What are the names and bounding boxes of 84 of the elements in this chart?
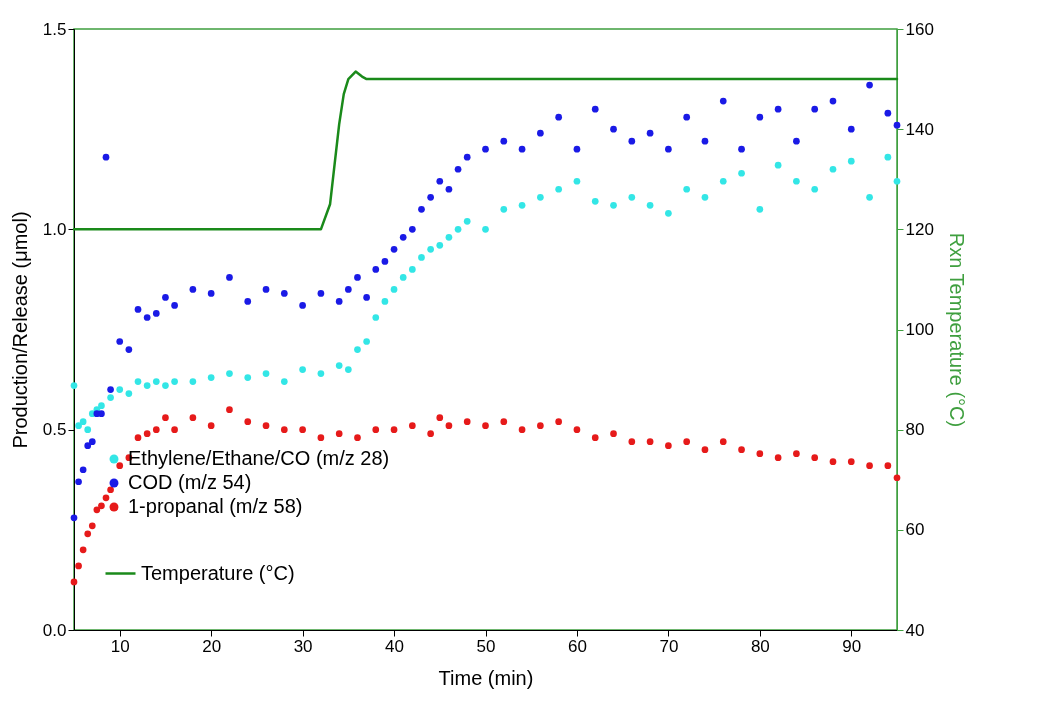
point bbox=[518, 426, 526, 434]
y-axis-title: Production/Release (μmol) bbox=[8, 211, 31, 449]
legend-label: Temperature (°C) bbox=[141, 561, 295, 584]
point bbox=[793, 450, 800, 458]
y-tick-label: 0.0 bbox=[42, 620, 67, 640]
point bbox=[573, 426, 581, 434]
point bbox=[162, 414, 169, 421]
point bbox=[372, 426, 380, 434]
point bbox=[88, 522, 96, 530]
x-tick-label: 70 bbox=[659, 636, 679, 656]
point bbox=[84, 530, 92, 538]
point bbox=[226, 406, 233, 413]
line-series bbox=[72, 70, 899, 231]
y2-axis-title: Rxn Temperature (°C) bbox=[945, 232, 968, 428]
point bbox=[610, 430, 617, 438]
y-tick-label: 0.5 bbox=[42, 420, 67, 440]
point bbox=[75, 562, 82, 570]
point bbox=[93, 506, 101, 514]
point bbox=[591, 434, 599, 442]
point bbox=[70, 578, 78, 586]
point bbox=[646, 438, 654, 446]
x-tick-label: 50 bbox=[476, 636, 496, 656]
point bbox=[445, 422, 453, 430]
point bbox=[280, 426, 288, 434]
legend-label: Ethylene/Ethane/CO (m/z 28) bbox=[128, 447, 390, 469]
point bbox=[354, 434, 361, 442]
y2-tick-label: 120 bbox=[905, 219, 934, 239]
y2-tick-label: 140 bbox=[905, 119, 934, 139]
legend-label: 1-propanal (m/z 58) bbox=[128, 495, 303, 517]
point bbox=[628, 438, 636, 446]
point bbox=[774, 454, 782, 462]
point bbox=[143, 430, 151, 438]
legend-label: COD (m/z 54) bbox=[128, 471, 252, 493]
y2-tick-label: 60 bbox=[905, 520, 925, 540]
point bbox=[866, 462, 873, 470]
point bbox=[683, 438, 691, 446]
point bbox=[482, 422, 489, 430]
point bbox=[701, 446, 709, 454]
point bbox=[134, 434, 142, 442]
point bbox=[829, 458, 837, 466]
point bbox=[893, 474, 901, 482]
x-tick-label: 30 bbox=[293, 636, 313, 656]
point bbox=[555, 418, 563, 425]
point bbox=[152, 426, 160, 434]
y-tick-label: 1.5 bbox=[42, 19, 67, 39]
point bbox=[811, 454, 819, 462]
point bbox=[884, 462, 892, 470]
point bbox=[537, 422, 544, 430]
point bbox=[107, 486, 114, 494]
point bbox=[171, 426, 178, 434]
point bbox=[244, 418, 252, 425]
point bbox=[847, 458, 855, 466]
x-tick-label: 20 bbox=[202, 636, 222, 656]
y2-tick-label: 100 bbox=[905, 320, 934, 339]
x-tick-label: 90 bbox=[842, 636, 862, 656]
point bbox=[189, 414, 197, 421]
point bbox=[116, 462, 124, 470]
x-tick-label: 40 bbox=[385, 636, 405, 656]
point bbox=[436, 414, 444, 421]
point bbox=[102, 494, 110, 502]
point bbox=[427, 430, 434, 438]
y2-tick-label: 160 bbox=[905, 19, 934, 39]
point bbox=[317, 434, 325, 442]
point bbox=[335, 430, 343, 438]
point bbox=[500, 418, 508, 425]
point bbox=[79, 546, 87, 554]
point bbox=[299, 426, 306, 434]
y-tick-label: 1.0 bbox=[42, 219, 67, 239]
y2-tick-label: 40 bbox=[905, 620, 925, 640]
x-tick-label: 60 bbox=[567, 636, 587, 656]
point bbox=[390, 426, 398, 434]
point bbox=[463, 418, 471, 425]
point bbox=[98, 502, 105, 510]
x-tick-label: 10 bbox=[110, 636, 130, 656]
point bbox=[665, 442, 672, 450]
point bbox=[262, 422, 270, 430]
point bbox=[756, 450, 764, 458]
x-tick-label: 80 bbox=[750, 636, 770, 656]
point bbox=[719, 438, 727, 446]
y2-tick-label: 80 bbox=[905, 420, 925, 440]
x-axis-title: Time (min) bbox=[438, 666, 534, 689]
point bbox=[408, 422, 416, 430]
point bbox=[738, 446, 745, 454]
point bbox=[207, 422, 215, 430]
